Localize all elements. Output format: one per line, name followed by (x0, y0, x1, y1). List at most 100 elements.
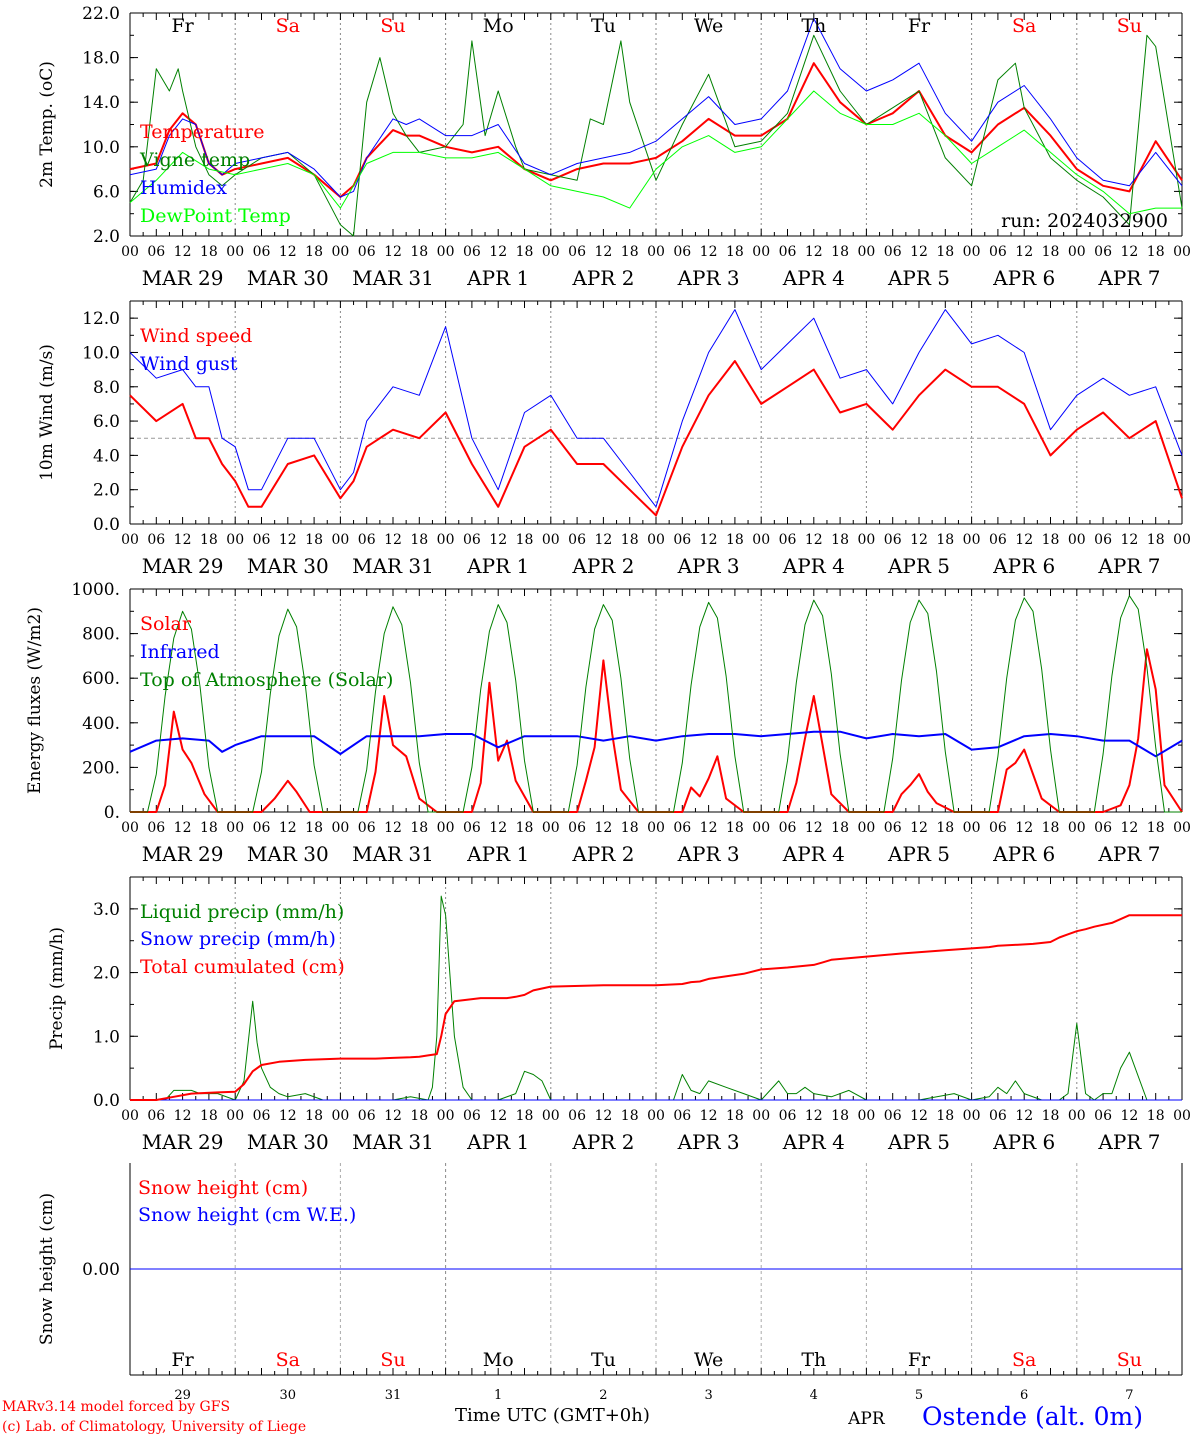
day-number: 3 (704, 1388, 712, 1403)
date-label: MAR 31 (352, 554, 434, 578)
series-line-vigne-temp (129, 34, 1183, 237)
series-line-humidex (129, 18, 1183, 198)
hour-label: 06 (884, 532, 902, 548)
date-label: APR 4 (782, 1130, 845, 1154)
hour-label: 00 (963, 244, 981, 260)
hour-label: 12 (279, 244, 297, 260)
y-tick-label: 800. (82, 625, 120, 645)
hour-label: 12 (1015, 1108, 1033, 1124)
legend-entry: Vigne temp (139, 149, 250, 171)
day-name: Su (1117, 15, 1142, 37)
hour-label: 00 (1068, 532, 1086, 548)
hour-label: 18 (410, 1108, 428, 1124)
hour-label: 18 (1147, 1108, 1165, 1124)
y-tick-label: 8.0 (93, 378, 120, 398)
hour-label: 18 (831, 532, 849, 548)
y-tick-label: 2.0 (93, 481, 120, 501)
day-name: We (694, 1349, 723, 1371)
hour-label: 06 (884, 244, 902, 260)
hour-label: 18 (1042, 532, 1060, 548)
hour-label: 12 (489, 244, 507, 260)
hour-label: 00 (542, 244, 560, 260)
date-label: APR 1 (466, 266, 529, 290)
hour-label: 06 (779, 1108, 797, 1124)
hour-label: 12 (805, 1108, 823, 1124)
hour-label: 18 (726, 532, 744, 548)
hour-label: 12 (1120, 1108, 1138, 1124)
hour-label: 06 (1094, 1108, 1112, 1124)
hour-label: 00 (963, 532, 981, 548)
legend-entry: Temperature (140, 121, 264, 143)
y-tick-label: 14.0 (82, 93, 120, 113)
date-label: APR 2 (571, 266, 634, 290)
hour-label: 12 (1120, 820, 1138, 836)
date-label: APR 7 (1097, 842, 1160, 866)
date-label: APR 6 (992, 266, 1055, 290)
hour-label: 00 (752, 1108, 770, 1124)
y-axis-label: Precip (mm/h) (47, 927, 67, 1050)
legend-entry: Infrared (140, 641, 220, 663)
date-label: APR 3 (677, 842, 740, 866)
date-label: APR 3 (677, 554, 740, 578)
day-name: Sa (276, 15, 300, 37)
date-label: APR 3 (677, 266, 740, 290)
hour-label: 06 (463, 1108, 481, 1124)
legend-entry: Snow precip (mm/h) (140, 928, 336, 950)
series-line-dewpoint-temp (129, 90, 1182, 215)
day-number: 30 (280, 1388, 297, 1403)
hour-label: 00 (437, 532, 455, 548)
hour-label: 06 (673, 1108, 691, 1124)
legend-entry: Snow height (cm) (138, 1177, 308, 1199)
series-line-infrared (129, 730, 1183, 758)
hour-label: 06 (568, 244, 586, 260)
hour-label: 12 (700, 1108, 718, 1124)
y-tick-label: 18.0 (82, 49, 120, 69)
hour-label: 12 (384, 244, 402, 260)
hour-label: 00 (647, 244, 665, 260)
hour-label: 00 (226, 820, 244, 836)
hour-label: 06 (779, 244, 797, 260)
hour-label: 00 (857, 244, 875, 260)
station-label: Ostende (alt. 0m) (922, 1402, 1143, 1431)
hour-label: 00 (647, 532, 665, 548)
day-name: Fr (171, 15, 194, 37)
hour-label: 06 (568, 1108, 586, 1124)
day-name: Fr (171, 1349, 194, 1371)
y-tick-label: 400. (82, 714, 120, 734)
hour-label: 12 (594, 1108, 612, 1124)
hour-label: 12 (174, 1108, 192, 1124)
y-axis-label: Snow height (cm) (37, 1193, 57, 1345)
panel-2: 0.0 2.0 4.0 6.0 8.0 10.0 12.0 10m Wind (m/s) Win… (37, 300, 1191, 578)
legend-entry: Wind gust (140, 353, 238, 375)
date-label: APR 2 (571, 554, 634, 578)
hour-label: 00 (1068, 820, 1086, 836)
date-label: APR 5 (887, 1130, 950, 1154)
hour-label: 06 (884, 820, 902, 836)
hour-label: 18 (516, 244, 534, 260)
hour-label: 06 (463, 820, 481, 836)
hour-label: 06 (358, 532, 376, 548)
date-label: APR 5 (887, 266, 950, 290)
legend-entry: Solar (140, 613, 192, 635)
hour-label: 00 (1173, 244, 1191, 260)
hour-label: 06 (358, 820, 376, 836)
hour-label: 06 (779, 820, 797, 836)
hour-label: 18 (305, 532, 323, 548)
date-label: MAR 30 (247, 1130, 329, 1154)
hour-label: 18 (410, 244, 428, 260)
day-number: 29 (174, 1388, 191, 1403)
date-label: APR 3 (677, 1130, 740, 1154)
hour-label: 18 (621, 1108, 639, 1124)
lab-credit: (c) Lab. of Climatology, University of L… (2, 1419, 307, 1435)
y-tick-label: 0.0 (93, 515, 120, 535)
date-label: APR 5 (887, 842, 950, 866)
hour-label: 12 (1015, 820, 1033, 836)
y-tick-label: 4.0 (93, 446, 120, 466)
hour-label: 00 (752, 820, 770, 836)
hour-label: 12 (489, 532, 507, 548)
day-name: Fr (908, 15, 931, 37)
hour-label: 18 (726, 244, 744, 260)
hour-label: 00 (331, 1108, 349, 1124)
hour-label: 06 (358, 1108, 376, 1124)
